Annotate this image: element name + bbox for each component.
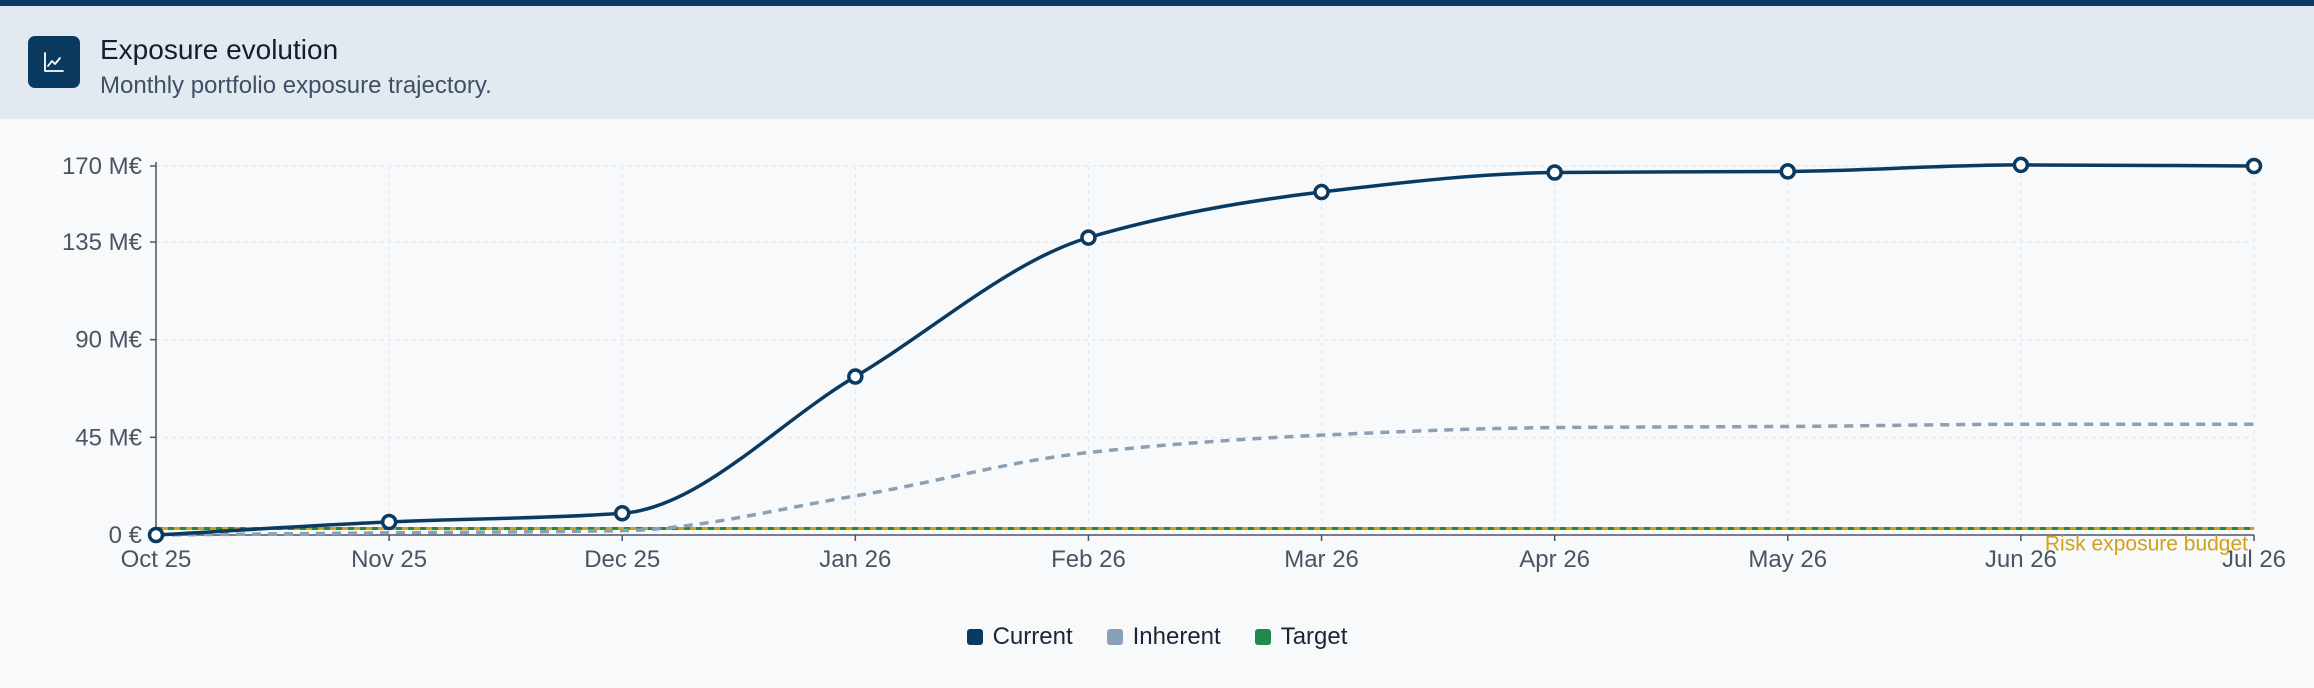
- y-tick-label: 45 M€: [75, 424, 142, 451]
- line-chart-icon: [28, 36, 80, 88]
- x-tick-label: Apr 26: [1519, 546, 1590, 573]
- x-tick-label: Dec 25: [584, 546, 660, 573]
- series-line-inherent: [155, 422, 2254, 537]
- card-subtitle: Monthly portfolio exposure trajectory.: [100, 72, 492, 99]
- current-point: [1779, 163, 1797, 180]
- legend-item-target[interactable]: Target: [1254, 623, 1348, 651]
- risk-budget-label: Risk exposure budget: [2045, 532, 2248, 555]
- x-tick-label: Jul 26: [2222, 546, 2286, 573]
- x-tick-label: Mar 26: [1284, 546, 1359, 573]
- series-line-current: [155, 163, 2255, 537]
- x-tick-label: Feb 26: [1051, 546, 1126, 573]
- current-point: [2012, 156, 2030, 174]
- y-tick-label: 135 M€: [62, 229, 143, 256]
- legend-item-current[interactable]: Current: [966, 623, 1073, 651]
- legend-label-target: Target: [1280, 623, 1348, 650]
- legend-label-current: Current: [992, 623, 1073, 650]
- chart-legend: Current Inherent Target: [0, 620, 2314, 654]
- current-point: [1080, 229, 1097, 246]
- current-point: [1313, 183, 1330, 201]
- current-point: [1546, 164, 1563, 181]
- current-point: [380, 513, 398, 531]
- legend-item-inherent[interactable]: Inherent: [1106, 623, 1221, 651]
- current-point: [2245, 157, 2263, 175]
- y-tick-label: 170 M€: [62, 153, 143, 180]
- x-tick-label: Jan 26: [819, 546, 891, 573]
- legend-label-inherent: Inherent: [1132, 623, 1221, 650]
- legend-swatch-target: [1254, 629, 1271, 645]
- current-point: [847, 368, 864, 385]
- y-tick-label: 90 M€: [75, 327, 142, 354]
- x-tick-label: Jun 26: [1985, 546, 2057, 573]
- card-header: Exposure evolution Monthly portfolio exp…: [0, 6, 2314, 119]
- card-title: Exposure evolution: [100, 34, 339, 65]
- y-tick-label: 0 €: [109, 522, 143, 549]
- current-point: [147, 526, 165, 544]
- accent-top-bar: [0, 0, 2314, 6]
- x-tick-label: Nov 25: [351, 546, 427, 573]
- x-tick-label: May 26: [1748, 546, 1827, 573]
- exposure-line-chart: 0 € 45 M€ 90 M€ 135 M€ 170 M€ Oct 25 Nov 25 Dec…: [62, 153, 2286, 573]
- legend-swatch-current: [966, 629, 983, 645]
- chart-area: 0 € 45 M€ 90 M€ 135 M€ 170 M€ Oct 25 Nov 25 Dec…: [0, 119, 2314, 688]
- current-point: [613, 505, 631, 522]
- x-tick-label: Oct 25: [121, 546, 192, 573]
- legend-swatch-inherent: [1106, 629, 1123, 645]
